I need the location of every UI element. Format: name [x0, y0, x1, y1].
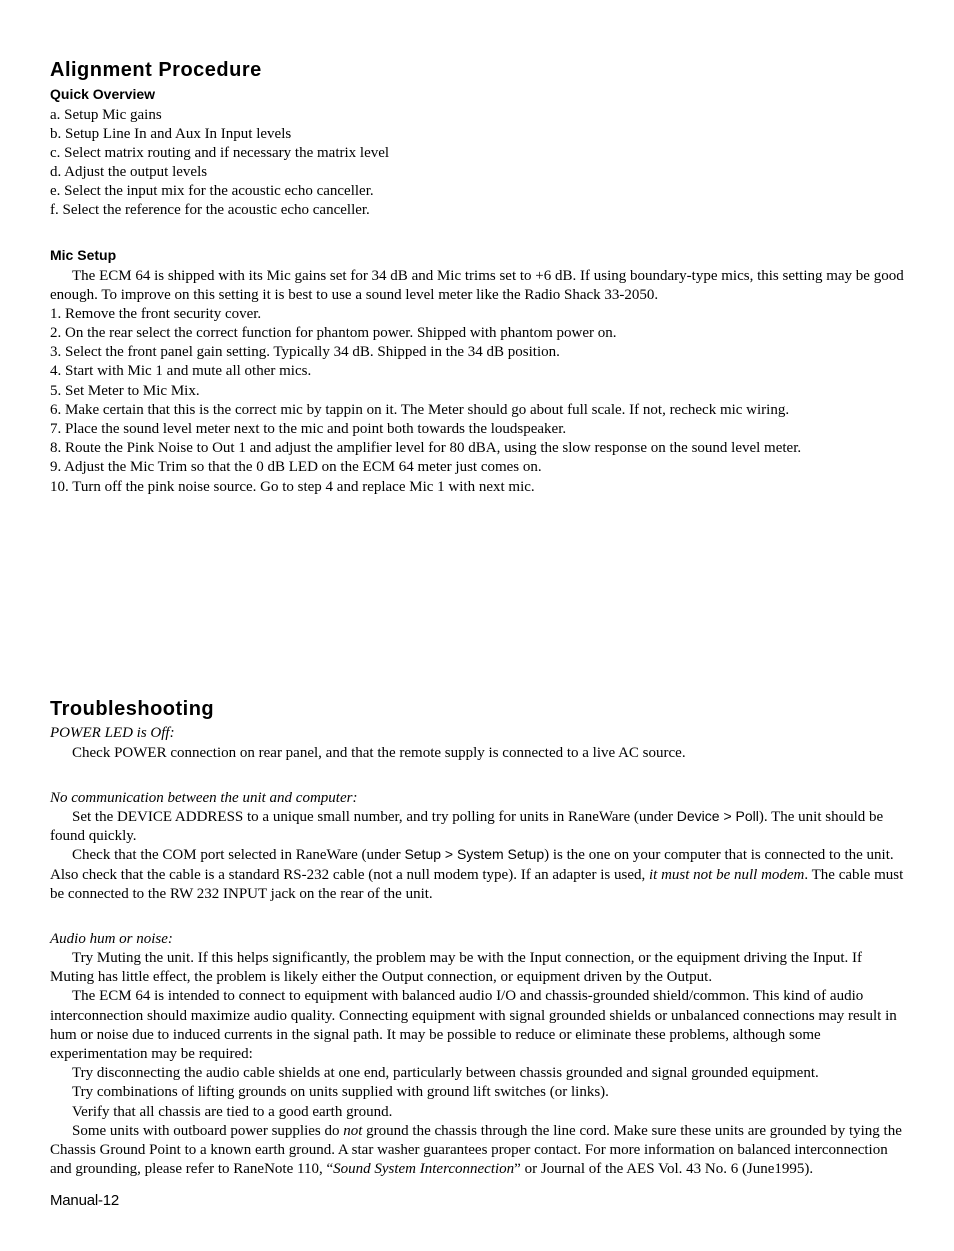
quick-item: e. Select the input mix for the acoustic…: [50, 182, 906, 201]
quick-overview-heading: Quick Overview: [50, 86, 906, 104]
power-heading: POWER LED is Off:: [50, 724, 906, 743]
mic-step: 7. Place the sound level meter next to t…: [50, 420, 906, 439]
menu-path: Setup > System Setup: [404, 846, 544, 862]
nocomm-p2: Check that the COM port selected in Rane…: [50, 846, 906, 904]
mic-step: 9. Adjust the Mic Trim so that the 0 dB …: [50, 458, 906, 477]
emphasis: not: [343, 1123, 362, 1139]
nocomm-p1: Set the DEVICE ADDRESS to a unique small…: [50, 808, 906, 846]
text: ” or Journal of the AES Vol. 43 No. 6 (J…: [514, 1161, 813, 1177]
mic-step: 6. Make certain that this is the correct…: [50, 401, 906, 420]
mic-setup-heading: Mic Setup: [50, 247, 906, 265]
page-footer: Manual-12: [50, 1191, 906, 1210]
alignment-title: Alignment Procedure: [50, 58, 906, 84]
quick-item: a. Setup Mic gains: [50, 106, 906, 125]
quick-item: f. Select the reference for the acoustic…: [50, 201, 906, 220]
quick-item: c. Select matrix routing and if necessar…: [50, 144, 906, 163]
audio-heading: Audio hum or noise:: [50, 930, 906, 949]
text: Some units with outboard power supplies …: [72, 1123, 343, 1139]
mic-step: 1. Remove the front security cover.: [50, 305, 906, 324]
audio-b1: Try disconnecting the audio cable shield…: [50, 1064, 906, 1083]
mic-step: 8. Route the Pink Noise to Out 1 and adj…: [50, 439, 906, 458]
audio-p2: The ECM 64 is intended to connect to equ…: [50, 987, 906, 1064]
mic-step: 10. Turn off the pink noise source. Go t…: [50, 478, 906, 497]
text: Check that the COM port selected in Rane…: [72, 847, 404, 863]
quick-item: b. Setup Line In and Aux In Input levels: [50, 125, 906, 144]
power-body: Check POWER connection on rear panel, an…: [50, 744, 906, 763]
mic-step: 3. Select the front panel gain setting. …: [50, 343, 906, 362]
mic-step: 5. Set Meter to Mic Mix.: [50, 382, 906, 401]
audio-b2: Try combinations of lifting grounds on u…: [50, 1083, 906, 1102]
mic-intro: The ECM 64 is shipped with its Mic gains…: [50, 267, 906, 305]
menu-path: Device > Poll: [677, 808, 759, 824]
audio-p1: Try Muting the unit. If this helps signi…: [50, 949, 906, 987]
audio-b3: Verify that all chassis are tied to a go…: [50, 1103, 906, 1122]
quick-item: d. Adjust the output levels: [50, 163, 906, 182]
audio-p3: Some units with outboard power supplies …: [50, 1122, 906, 1180]
troubleshooting-title: Troubleshooting: [50, 697, 906, 723]
mic-step: 2. On the rear select the correct functi…: [50, 324, 906, 343]
text: Set the DEVICE ADDRESS to a unique small…: [72, 809, 677, 825]
nocomm-heading: No communication between the unit and co…: [50, 789, 906, 808]
mic-step: 4. Start with Mic 1 and mute all other m…: [50, 362, 906, 381]
reference-title: Sound System Interconnection: [333, 1161, 514, 1177]
emphasis: it must not be null modem: [649, 867, 804, 883]
